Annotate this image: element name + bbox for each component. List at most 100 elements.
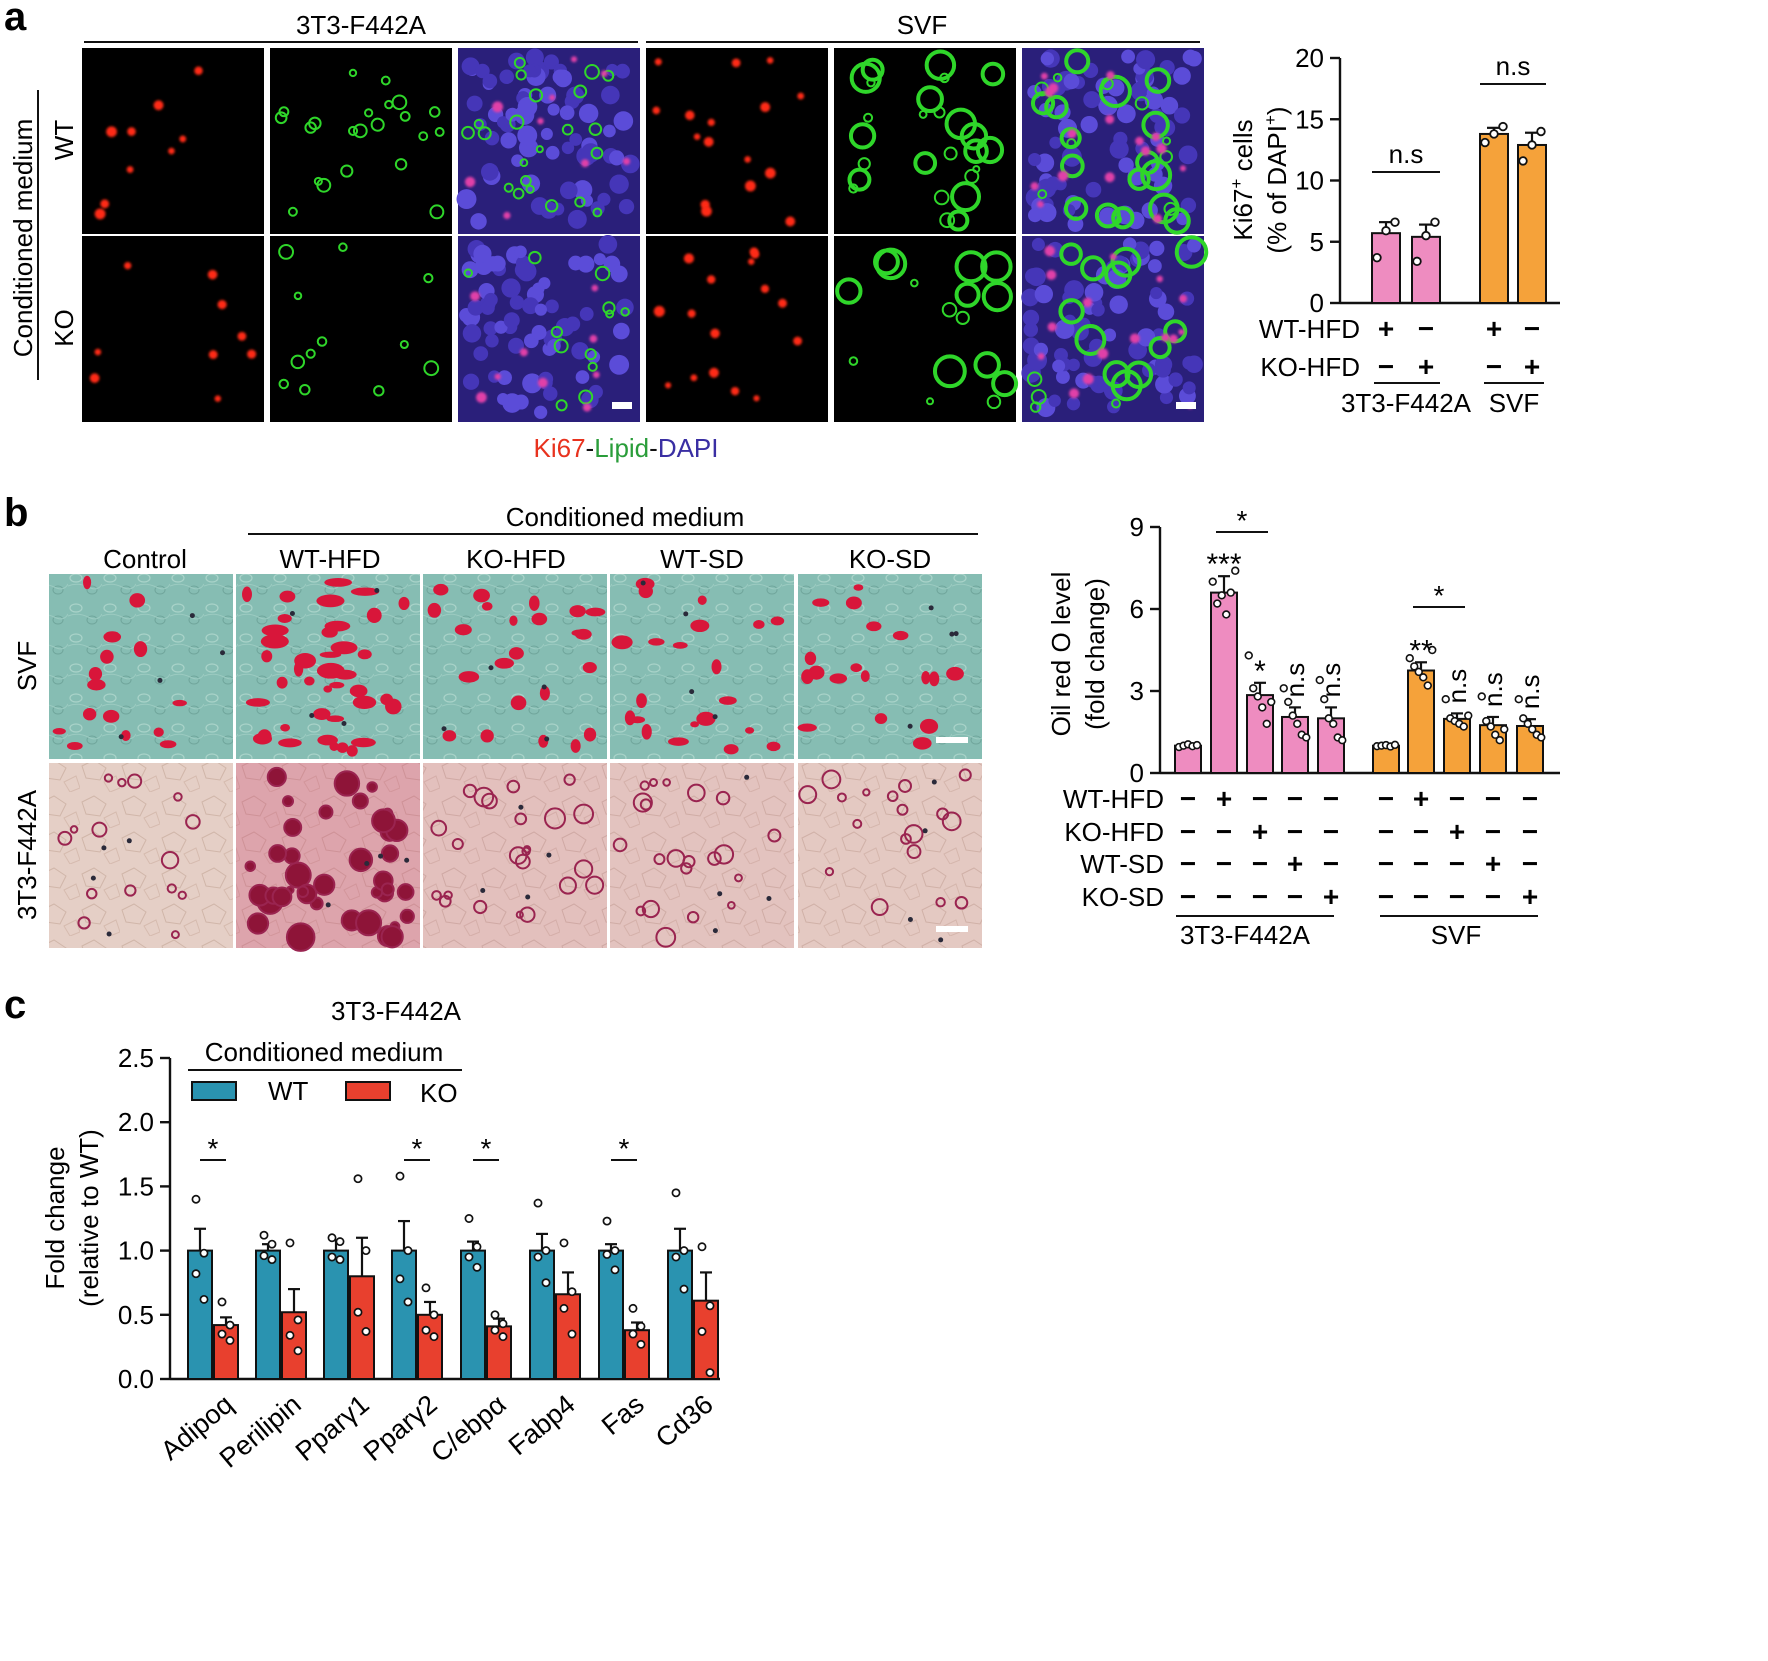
dapi-nucleus	[609, 174, 628, 193]
y-axis-label-line2: (fold change)	[1080, 578, 1110, 730]
data-point	[473, 1243, 480, 1250]
bar-significance: n.s	[1316, 663, 1346, 698]
ki67-nucleus	[655, 58, 662, 65]
dapi-nucleus	[1179, 145, 1198, 164]
data-point	[1245, 652, 1252, 659]
ki67-nucleus	[745, 181, 756, 192]
data-point	[491, 1311, 498, 1318]
ki67-nucleus	[709, 368, 719, 378]
data-point	[1420, 674, 1427, 681]
ki67-nucleus	[694, 133, 700, 139]
condition-mark: −	[1216, 816, 1232, 847]
condition-mark: −	[1486, 351, 1502, 382]
legend-label-wt: WT	[268, 1076, 309, 1106]
lipid-stain	[268, 768, 286, 786]
debris-dot	[309, 713, 314, 718]
data-point	[1487, 723, 1494, 730]
lipid-stain	[129, 593, 145, 607]
x-tick-label: Cd36	[650, 1389, 719, 1453]
data-point	[1499, 123, 1507, 131]
micrograph-bg	[270, 48, 452, 234]
condition-mark: +	[1323, 881, 1339, 912]
lipid-stain	[850, 663, 862, 672]
chart-title: 3T3-F442A	[331, 996, 462, 1026]
data-point	[560, 1305, 567, 1312]
ki67-nucleus	[194, 66, 202, 74]
lipid-stain	[284, 819, 301, 836]
lipid-stain	[584, 728, 596, 742]
lipid-stain	[261, 634, 289, 648]
debris-dot	[290, 611, 295, 616]
ki67-nucleus	[1083, 298, 1093, 308]
data-point	[336, 1256, 343, 1263]
lipid-stain	[690, 721, 699, 727]
group-label-svf: SVF	[897, 10, 948, 40]
condition-mark: −	[1413, 816, 1429, 847]
micrograph-r1-c3	[646, 236, 828, 422]
data-point	[672, 1189, 679, 1196]
condition-mark: −	[1378, 783, 1394, 814]
dapi-nucleus	[1168, 372, 1182, 386]
data-point	[200, 1296, 207, 1303]
lipid-stain	[771, 616, 785, 625]
data-point	[629, 1330, 636, 1337]
lipid-stain	[89, 667, 102, 681]
data-point	[192, 1270, 199, 1277]
x-tick-label: Fas	[596, 1389, 650, 1441]
condition-mark: −	[1378, 816, 1394, 847]
lipid-stain	[724, 744, 739, 754]
lipid-stain	[443, 730, 457, 741]
ki67-nucleus	[1031, 182, 1039, 190]
x-tick-label: Pparγ2	[358, 1389, 443, 1467]
panel-a: a 3T3-F442A SVF Conditioned medium WT KO…	[4, 0, 1560, 463]
dapi-nucleus	[518, 97, 538, 117]
dapi-nucleus	[1035, 285, 1053, 303]
dapi-nucleus	[1091, 303, 1104, 316]
ki67-nucleus	[785, 217, 795, 227]
brightfield-r1-c4	[798, 763, 982, 948]
dapi-nucleus	[538, 277, 550, 289]
debris-dot	[713, 714, 718, 719]
ki67-nucleus	[470, 291, 480, 301]
brightfield-r1-c0	[49, 763, 233, 948]
ki67-nucleus	[1048, 83, 1058, 93]
lipid-stain	[696, 712, 715, 726]
ki67-nucleus	[690, 374, 697, 381]
bar-Pparγ1-WT	[324, 1251, 348, 1379]
chart-ki67: 05101520Ki67+ cells (% of DAPI+)n.sn.sWT-…	[1227, 43, 1560, 418]
ki67-nucleus	[778, 299, 787, 308]
lipid-stain	[812, 598, 829, 607]
lipid-stain	[287, 923, 315, 951]
y-tick-label: 5	[1310, 227, 1324, 257]
dapi-nucleus	[1041, 52, 1054, 65]
ki67-nucleus	[1046, 270, 1056, 280]
ki67-nucleus	[684, 253, 694, 263]
lipid-stain	[398, 884, 414, 900]
lipid-stain	[154, 728, 164, 737]
dapi-nucleus	[568, 210, 587, 229]
lipid-stain	[269, 845, 286, 862]
data-point	[268, 1241, 275, 1248]
data-point	[218, 1330, 225, 1337]
ki67-nucleus	[106, 126, 117, 137]
micrograph-r0-c4	[834, 48, 1016, 234]
lipid-stain	[853, 584, 863, 591]
condition-mark: +	[1524, 351, 1540, 382]
dapi-nucleus	[1149, 241, 1164, 256]
y-axis-label-line2: (relative to WT)	[74, 1129, 104, 1307]
ki67-nucleus	[708, 119, 715, 126]
debris-dot	[326, 902, 331, 907]
brightfield-r1-c3	[610, 763, 794, 948]
group-label-svf: SVF	[1489, 388, 1540, 418]
legend-label-ko: KO	[420, 1078, 458, 1108]
ki67-nucleus	[581, 159, 589, 167]
condition-mark: −	[1413, 881, 1429, 912]
lipid-stain	[298, 886, 308, 896]
lipid-stain	[100, 650, 114, 664]
ki67-nucleus	[1156, 276, 1163, 283]
lipid-stain	[280, 591, 296, 603]
ki67-nucleus	[1179, 295, 1187, 303]
x-tick-label: C/ebpα	[425, 1389, 511, 1468]
lipid-stain	[382, 845, 398, 861]
lipid-stain	[350, 849, 372, 871]
